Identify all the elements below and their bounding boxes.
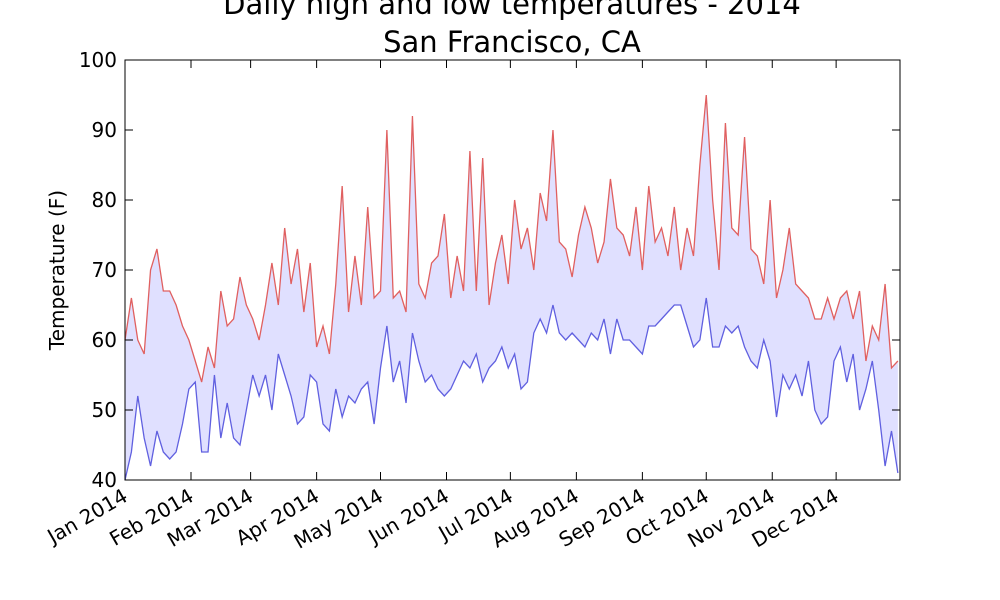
- fill-between: [125, 95, 898, 480]
- y-tick-label: 70: [92, 258, 117, 282]
- y-tick-label: 100: [79, 48, 117, 72]
- y-tick-label: 40: [92, 468, 117, 492]
- line: [124, 297, 899, 481]
- y-axis-label: Temperature (F): [45, 190, 69, 351]
- y-tick-label: 60: [92, 328, 117, 352]
- y-tick-label: 50: [92, 398, 117, 422]
- chart-subtitle: San Francisco, CA: [383, 25, 641, 59]
- line: [124, 94, 899, 383]
- y-tick-label: 80: [92, 188, 117, 212]
- chart-title: Daily high and low temperatures - 2014: [223, 0, 801, 21]
- y-tick-label: 90: [92, 118, 117, 142]
